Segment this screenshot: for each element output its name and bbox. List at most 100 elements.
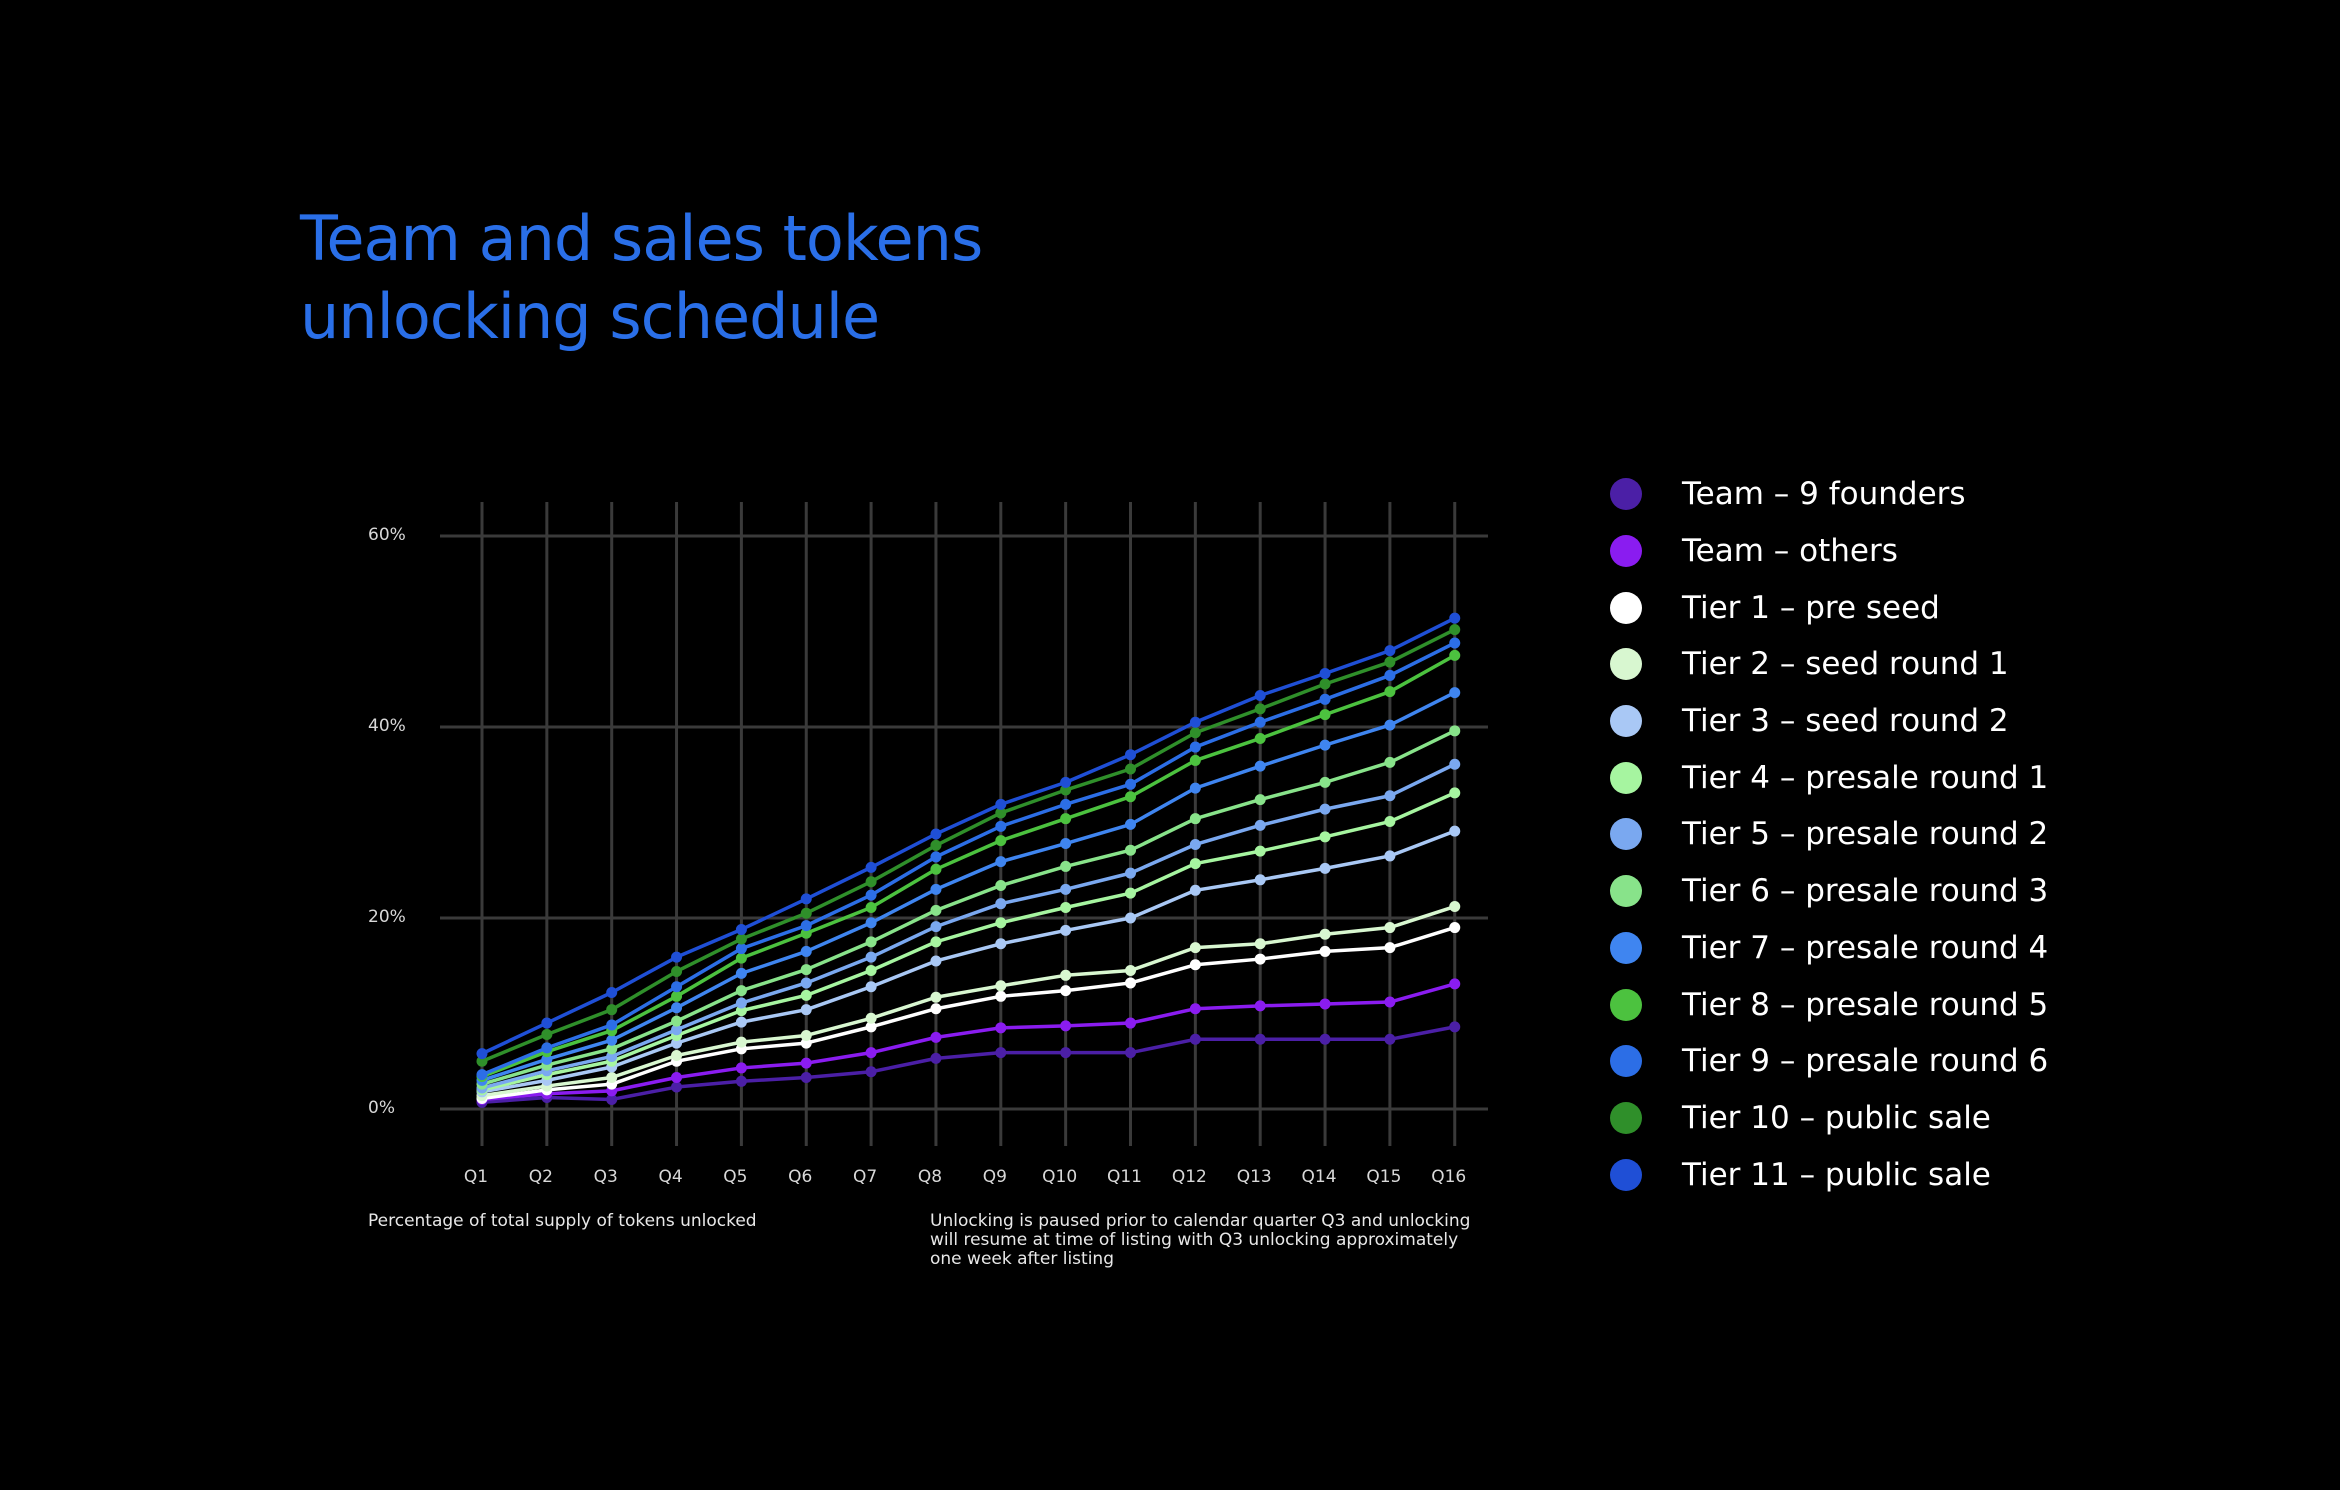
legend-swatch xyxy=(1610,1158,1642,1191)
legend-item: Tier 8 – presale round 5 xyxy=(1610,976,2048,1033)
data-point xyxy=(1449,922,1461,934)
data-point xyxy=(1060,985,1072,997)
data-point xyxy=(995,798,1007,810)
series-line xyxy=(481,653,1456,1079)
legend-swatch xyxy=(1610,535,1642,568)
data-point xyxy=(1125,778,1136,790)
x-tick-label: Q12 xyxy=(1172,1167,1207,1187)
data-point xyxy=(1189,858,1201,870)
data-point xyxy=(1384,686,1396,698)
data-point xyxy=(1254,732,1266,744)
data-point xyxy=(1060,883,1072,895)
data-point xyxy=(671,965,683,977)
data-point xyxy=(476,1069,488,1081)
data-point xyxy=(671,1037,683,1049)
data-point xyxy=(1060,798,1072,810)
data-point xyxy=(1254,703,1266,715)
data-point xyxy=(1060,901,1072,913)
data-point xyxy=(671,951,683,963)
data-point xyxy=(541,1053,553,1065)
data-point xyxy=(930,1052,942,1064)
data-point xyxy=(800,977,812,989)
data-point xyxy=(1254,760,1266,772)
data-point xyxy=(800,1029,812,1041)
chart-legend: Team – 9 founders Team – others Tier 1 – p… xyxy=(1610,466,2048,1203)
data-point xyxy=(995,1022,1007,1034)
data-point xyxy=(800,920,812,932)
data-point xyxy=(606,1093,618,1105)
data-point xyxy=(1449,612,1461,624)
data-point xyxy=(995,835,1007,847)
series-line xyxy=(481,1025,1456,1105)
data-point xyxy=(735,1016,747,1028)
data-point xyxy=(1319,945,1331,957)
legend-swatch xyxy=(1610,931,1642,964)
data-point xyxy=(1449,687,1461,699)
data-point xyxy=(865,936,877,948)
x-tick-label: Q9 xyxy=(983,1167,1007,1187)
data-point xyxy=(995,880,1007,892)
data-point xyxy=(1449,1021,1461,1033)
data-point xyxy=(606,1071,618,1083)
data-point xyxy=(995,1047,1007,1059)
series-line xyxy=(481,691,1456,1083)
data-point xyxy=(930,991,942,1003)
data-point xyxy=(1449,725,1461,737)
legend-swatch xyxy=(1610,988,1642,1021)
data-point xyxy=(1384,816,1396,828)
x-tick-label: Q13 xyxy=(1237,1167,1272,1187)
data-point xyxy=(930,1003,942,1015)
data-point xyxy=(1125,965,1136,977)
series-line xyxy=(481,829,1456,1094)
data-point xyxy=(800,893,812,905)
legend-label: Team – 9 founders xyxy=(1682,476,1966,513)
data-point xyxy=(671,990,683,1002)
legend-label: Tier 4 – presale round 1 xyxy=(1682,759,2049,796)
data-point xyxy=(1384,996,1396,1008)
legend-item: Tier 3 – seed round 2 xyxy=(1610,693,2048,750)
series-line xyxy=(481,641,1456,1077)
data-point xyxy=(1319,776,1331,788)
legend-label: Tier 7 – presale round 4 xyxy=(1682,929,2049,966)
data-point xyxy=(995,990,1007,1002)
data-point xyxy=(1254,689,1266,701)
data-point xyxy=(1189,727,1201,739)
x-tick-label: Q5 xyxy=(723,1167,747,1187)
data-point xyxy=(1189,716,1201,728)
data-point xyxy=(930,936,942,948)
y-axis-description: Percentage of total supply of tokens unl… xyxy=(368,1211,757,1231)
legend-label: Tier 11 – public sale xyxy=(1682,1156,1991,1193)
data-point xyxy=(1254,845,1266,857)
legend-label: Tier 9 – presale round 6 xyxy=(1682,1043,2049,1080)
data-point xyxy=(735,1075,747,1087)
legend-label: Tier 8 – presale round 5 xyxy=(1682,986,2049,1023)
data-point xyxy=(1125,977,1136,989)
data-point xyxy=(606,1050,618,1062)
data-point xyxy=(1189,782,1201,794)
x-tick-label: Q15 xyxy=(1366,1167,1401,1187)
data-point xyxy=(1060,860,1072,872)
x-tick-label: Q2 xyxy=(529,1167,553,1187)
x-tick-label: Q4 xyxy=(658,1167,682,1187)
data-point xyxy=(1254,794,1266,806)
data-point xyxy=(1060,776,1072,788)
data-point xyxy=(1060,1047,1072,1059)
data-point xyxy=(1384,656,1396,668)
data-point xyxy=(671,1002,683,1014)
data-point xyxy=(606,1034,618,1046)
data-point xyxy=(995,820,1007,832)
data-point xyxy=(1189,1033,1201,1045)
data-point xyxy=(1384,669,1396,681)
data-point xyxy=(930,828,942,840)
legend-item: Tier 2 – seed round 1 xyxy=(1610,636,2048,693)
data-point xyxy=(800,1057,812,1069)
data-point xyxy=(800,1071,812,1083)
data-point xyxy=(1125,791,1136,803)
legend-label: Tier 2 – seed round 1 xyxy=(1682,646,2009,683)
data-point xyxy=(1319,862,1331,874)
data-point xyxy=(1254,953,1266,965)
legend-label: Tier 10 – public sale xyxy=(1682,1099,1991,1136)
legend-item: Tier 7 – presale round 4 xyxy=(1610,920,2048,977)
legend-swatch xyxy=(1610,875,1642,908)
